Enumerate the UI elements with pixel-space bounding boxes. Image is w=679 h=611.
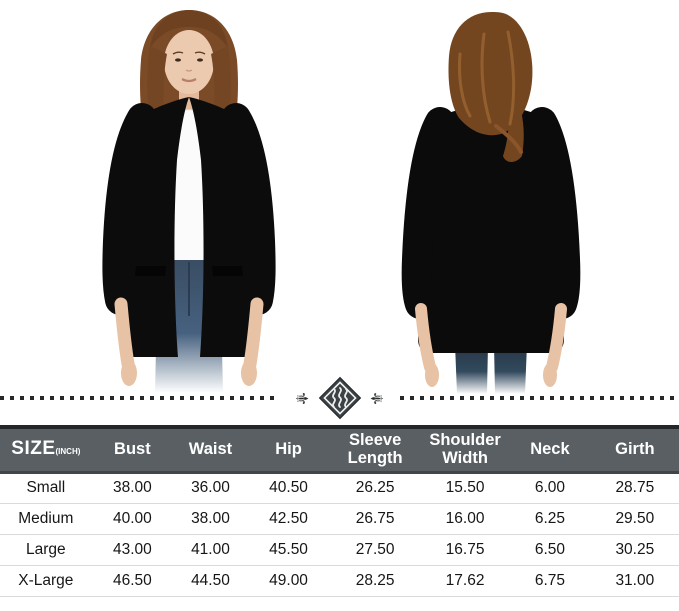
- cell-value: 6.50: [509, 534, 591, 566]
- model-photos: [0, 4, 679, 396]
- cell-value: 6.25: [509, 503, 591, 535]
- cell-value: 28.75: [590, 472, 679, 504]
- fleur-de-lis-icon: ⚜: [367, 390, 387, 406]
- col-header-hip: Hip: [247, 425, 330, 474]
- cell-value: 15.50: [420, 472, 510, 504]
- col-header-bust: Bust: [91, 425, 174, 474]
- cell-value: 17.62: [420, 565, 510, 597]
- cell-value: 44.50: [173, 565, 248, 597]
- model-back-photo: [401, 12, 581, 394]
- cell-value: 36.00: [173, 472, 248, 504]
- size-unit-label: (INCH): [55, 447, 81, 457]
- cell-value: 29.50: [590, 503, 679, 535]
- col-header-neck: Neck: [509, 425, 591, 474]
- col-header-waist: Waist: [173, 425, 248, 474]
- col-header-shoulder-width: Shoulder Width: [420, 425, 510, 474]
- cell-value: 40.00: [91, 503, 174, 535]
- size-row-large: Large 43.00 41.00 45.50 27.50 16.75 6.50…: [0, 534, 679, 566]
- size-chart-header-row: SIZE(INCH) Bust Waist Hip Sleeve Length …: [0, 425, 679, 474]
- size-name: Large: [0, 534, 92, 566]
- cell-value: 26.75: [329, 503, 421, 535]
- divider-dash-right: [399, 396, 679, 400]
- size-name: Small: [0, 472, 92, 504]
- size-row-small: Small 38.00 36.00 40.50 26.25 15.50 6.00…: [0, 472, 679, 504]
- cell-value: 38.00: [173, 503, 248, 535]
- cell-value: 43.00: [91, 534, 174, 566]
- divider-dash-left: [0, 396, 280, 400]
- size-row-medium: Medium 40.00 38.00 42.50 26.75 16.00 6.2…: [0, 503, 679, 535]
- col-header-sleeve-length: Sleeve Length: [329, 425, 421, 474]
- cell-value: 16.75: [420, 534, 510, 566]
- size-label: SIZE: [11, 438, 56, 460]
- cell-value: 31.00: [590, 565, 679, 597]
- brand-diamond-logo-icon: [318, 376, 361, 420]
- cell-value: 27.50: [329, 534, 421, 566]
- cell-value: 40.50: [247, 472, 330, 504]
- size-chart-table: SIZE(INCH) Bust Waist Hip Sleeve Length …: [0, 425, 679, 597]
- cell-value: 28.25: [329, 565, 421, 597]
- divider-ornament: ⚜ ⚜: [287, 375, 392, 421]
- cell-value: 42.50: [247, 503, 330, 535]
- col-header-girth: Girth: [590, 425, 679, 474]
- size-name: X-Large: [0, 565, 92, 597]
- size-row-x-large: X-Large 46.50 44.50 49.00 28.25 17.62 6.…: [0, 565, 679, 597]
- section-divider: ⚜ ⚜: [0, 375, 679, 421]
- cell-value: 49.00: [247, 565, 330, 597]
- cell-value: 6.00: [509, 472, 591, 504]
- cell-value: 30.25: [590, 534, 679, 566]
- cell-value: 46.50: [91, 565, 174, 597]
- cell-value: 41.00: [173, 534, 248, 566]
- cell-value: 16.00: [420, 503, 510, 535]
- model-front-photo: [102, 10, 276, 393]
- fleur-de-lis-icon: ⚜: [292, 390, 312, 406]
- cell-value: 45.50: [247, 534, 330, 566]
- col-header-size: SIZE(INCH): [0, 425, 92, 474]
- cell-value: 6.75: [509, 565, 591, 597]
- size-name: Medium: [0, 503, 92, 535]
- cell-value: 26.25: [329, 472, 421, 504]
- cell-value: 38.00: [91, 472, 174, 504]
